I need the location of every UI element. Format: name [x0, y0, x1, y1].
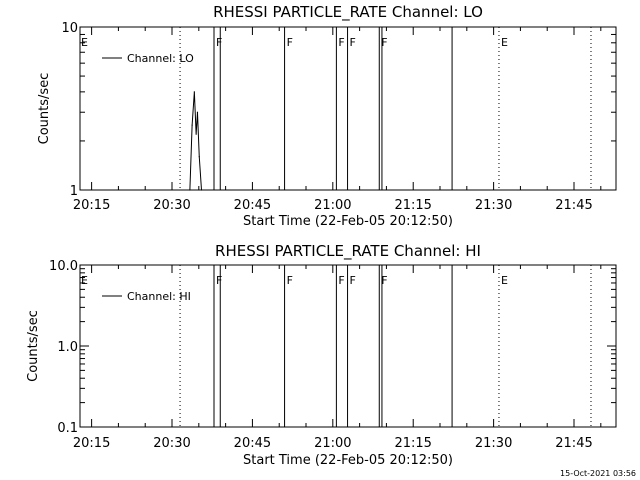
- event-label: F: [287, 274, 293, 287]
- x-tick-label: 21:45: [555, 436, 592, 451]
- x-tick-label: 21:15: [394, 198, 431, 213]
- x-tick-label: 21:00: [314, 198, 351, 213]
- left-edge-event-label: E: [81, 36, 88, 49]
- series-point: [200, 189, 203, 191]
- y-tick-label: 0.1: [57, 421, 78, 436]
- x-tick-label: 21:15: [394, 436, 431, 451]
- series-point: [196, 111, 199, 113]
- x-tick-label: 21:30: [475, 436, 512, 451]
- legend-entry: Channel: LO: [127, 52, 194, 65]
- event-label: F: [216, 274, 222, 287]
- x-tick-label: 20:30: [153, 198, 190, 213]
- x-axis-label: Start Time (22-Feb-05 20:12:50): [243, 453, 453, 468]
- y-axis-label: Counts/sec: [26, 310, 41, 382]
- event-label: E: [501, 274, 508, 287]
- series-point: [191, 124, 193, 126]
- x-tick-label: 20:45: [234, 436, 271, 451]
- x-tick-label: 20:45: [234, 198, 271, 213]
- x-tick-label: 21:00: [314, 436, 351, 451]
- series-point: [195, 133, 197, 135]
- event-label: F: [287, 36, 293, 49]
- event-label: F: [338, 36, 344, 49]
- chart-title: RHESSI PARTICLE_RATE Channel: LO: [213, 3, 483, 22]
- event-label: F: [338, 274, 344, 287]
- x-tick-label: 21:45: [555, 198, 592, 213]
- x-axis-label: Start Time (22-Feb-05 20:12:50): [243, 214, 453, 229]
- y-axis-label: Counts/sec: [37, 73, 52, 145]
- series-point: [198, 156, 200, 158]
- event-label: E: [501, 36, 508, 49]
- x-tick-label: 21:30: [475, 198, 512, 213]
- chart-panel-1: RHESSI PARTICLE_RATE Channel: LO Counts/s…: [37, 3, 617, 229]
- chart-panel-2: RHESSI PARTICLE_RATE Channel: HI Counts/s…: [26, 242, 617, 468]
- y-tick-label: 10: [61, 21, 78, 36]
- legend-entry: Channel: HI: [127, 290, 191, 303]
- y-tick-label: 1.0: [57, 340, 78, 355]
- event-label: F: [350, 274, 356, 287]
- event-label: F: [381, 36, 387, 49]
- x-tick-label: 20:15: [73, 436, 110, 451]
- x-tick-label: 20:30: [153, 436, 190, 451]
- render-timestamp: 15-Oct-2021 03:56: [560, 469, 636, 478]
- event-label: F: [350, 36, 356, 49]
- series-point: [193, 91, 195, 93]
- series-point: [189, 189, 191, 191]
- event-label: F: [381, 274, 387, 287]
- y-tick-label: 10.0: [49, 259, 78, 274]
- event-label: F: [216, 36, 222, 49]
- left-edge-event-label: E: [81, 274, 88, 287]
- y-tick-label: 1: [70, 184, 78, 199]
- x-tick-label: 20:15: [73, 198, 110, 213]
- chart-panels: RHESSI PARTICLE_RATE Channel: LO Counts/s…: [26, 3, 617, 468]
- chart-title: RHESSI PARTICLE_RATE Channel: HI: [215, 242, 481, 261]
